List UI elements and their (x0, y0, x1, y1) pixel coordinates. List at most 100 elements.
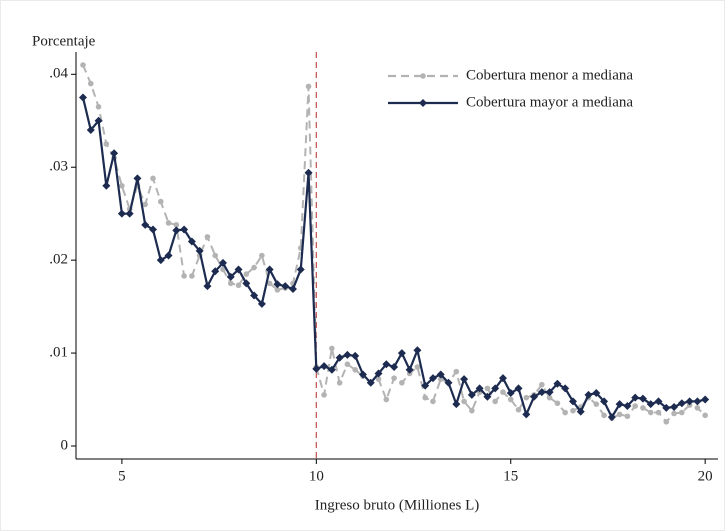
data-point (94, 116, 103, 125)
data-point (226, 272, 235, 281)
data-point (568, 397, 577, 406)
data-point (80, 62, 86, 68)
data-point (576, 407, 585, 416)
data-point (413, 346, 422, 355)
data-point (422, 394, 428, 401)
data-point (382, 360, 391, 369)
data-point (469, 407, 475, 414)
data-point (523, 394, 530, 401)
data-point (391, 375, 397, 381)
data-point (312, 364, 321, 373)
data-point (592, 389, 601, 398)
data-point (133, 174, 142, 183)
data-point (646, 400, 655, 409)
data-point (335, 353, 344, 362)
data-point (593, 401, 600, 407)
data-point (102, 181, 111, 190)
data-point (530, 392, 539, 401)
data-point (304, 168, 313, 177)
data-point (561, 384, 570, 393)
legend-label: Cobertura mayor a mediana (466, 94, 633, 110)
data-point (274, 287, 281, 293)
data-point (421, 381, 430, 390)
data-point (638, 394, 647, 403)
data-point (281, 282, 290, 291)
data-point (483, 392, 492, 401)
data-point (142, 201, 149, 208)
y-tick-label: .02 (49, 252, 68, 268)
data-point (164, 251, 173, 260)
data-point (546, 394, 553, 401)
data-point (351, 351, 360, 360)
data-point (211, 267, 220, 276)
data-point (584, 390, 593, 399)
data-point (218, 258, 227, 267)
data-point (616, 411, 623, 418)
data-point (119, 183, 125, 189)
data-point (141, 220, 150, 229)
y-axis-label: Porcentaje (32, 33, 96, 49)
data-point (632, 403, 638, 409)
y-tick-label: .01 (49, 345, 68, 361)
data-point (204, 234, 211, 240)
data-point (165, 220, 172, 226)
data-point (437, 376, 444, 382)
data-point (212, 252, 219, 259)
data-point (615, 400, 624, 409)
data-point (181, 273, 187, 279)
data-point (600, 397, 609, 406)
data-point (235, 282, 242, 289)
data-point (273, 280, 282, 289)
data-point (344, 361, 351, 368)
data-point (320, 362, 329, 371)
data-point (514, 384, 523, 393)
data-point (259, 252, 265, 259)
data-point (640, 405, 646, 411)
data-point (329, 345, 335, 352)
x-tick-label: 20 (698, 468, 713, 484)
data-point (173, 222, 180, 228)
y-tick-label: 0 (61, 437, 69, 453)
data-point (553, 379, 562, 388)
x-tick-label: 15 (503, 468, 518, 484)
data-point (570, 407, 576, 414)
data-point (624, 413, 631, 420)
data-point (554, 400, 561, 407)
data-point (125, 209, 134, 218)
data-point (288, 284, 297, 293)
data-point (203, 282, 212, 291)
data-point (390, 363, 399, 372)
data-point (693, 397, 702, 406)
data-point (677, 399, 686, 408)
data-point (562, 409, 568, 416)
data-point (436, 370, 445, 379)
data-point (243, 271, 250, 277)
data-point (506, 389, 515, 398)
data-point (537, 388, 546, 397)
data-point (266, 280, 273, 287)
data-point (78, 93, 87, 102)
data-point (305, 83, 312, 90)
data-point (399, 380, 405, 386)
data-point (234, 265, 243, 274)
data-point (366, 378, 375, 387)
data-point (352, 366, 358, 373)
data-point (86, 126, 95, 135)
data-point (321, 392, 327, 398)
x-tick-label: 10 (309, 468, 324, 484)
data-point (655, 409, 662, 416)
data-point (227, 280, 234, 287)
data-point (383, 396, 390, 403)
data-point (251, 264, 257, 271)
data-point (95, 104, 102, 110)
data-point (670, 402, 679, 411)
legend-marker (420, 73, 426, 79)
data-point (500, 389, 506, 395)
data-point (405, 365, 414, 374)
data-point (694, 405, 701, 411)
data-point (157, 198, 164, 205)
data-point (631, 393, 640, 402)
legend-label: Cobertura menor a mediana (466, 67, 633, 83)
x-tick-label: 5 (118, 468, 126, 484)
data-point (220, 266, 226, 273)
